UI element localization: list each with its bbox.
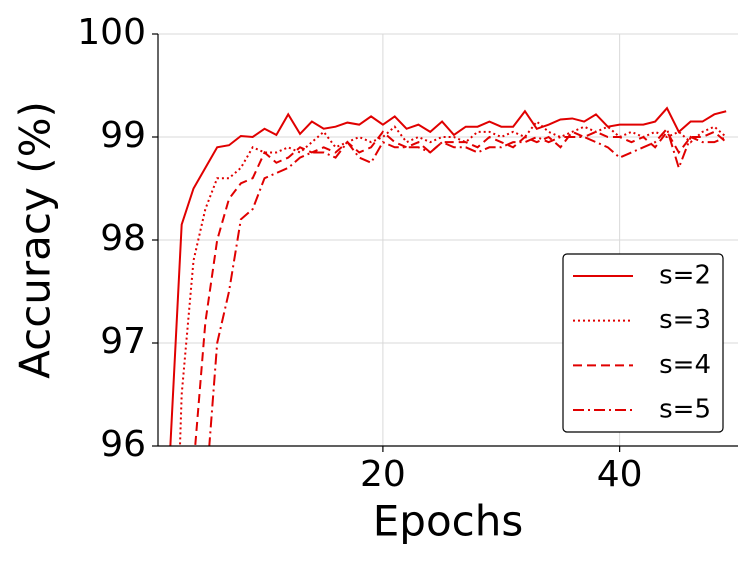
series-line bbox=[169, 106, 727, 446]
y-tick-label: 98 bbox=[100, 218, 146, 259]
legend: s=2 s=3 s=4 s=5 bbox=[562, 253, 724, 433]
legend-label: s=2 bbox=[659, 261, 711, 291]
grid bbox=[158, 33, 738, 447]
y-tick-label: 99 bbox=[100, 115, 146, 156]
x-axis-label: Epochs bbox=[373, 497, 524, 546]
axes: 96 97 98 99 100 20 40 bbox=[77, 12, 738, 495]
series-line bbox=[194, 130, 727, 446]
y-tick-label: 97 bbox=[100, 321, 146, 362]
y-tick-label: 96 bbox=[100, 424, 146, 465]
y-tick-label: 100 bbox=[77, 12, 146, 53]
series-line bbox=[208, 126, 727, 446]
x-tick-label: 20 bbox=[360, 454, 406, 495]
legend-box bbox=[562, 253, 724, 433]
legend-label: s=4 bbox=[659, 350, 711, 380]
legend-label: s=5 bbox=[659, 395, 711, 425]
plot-area bbox=[169, 106, 727, 446]
x-tick-label: 40 bbox=[597, 454, 643, 495]
series-line bbox=[178, 120, 727, 446]
y-axis-label: Accuracy (%) bbox=[11, 101, 60, 379]
legend-label: s=3 bbox=[659, 305, 711, 335]
